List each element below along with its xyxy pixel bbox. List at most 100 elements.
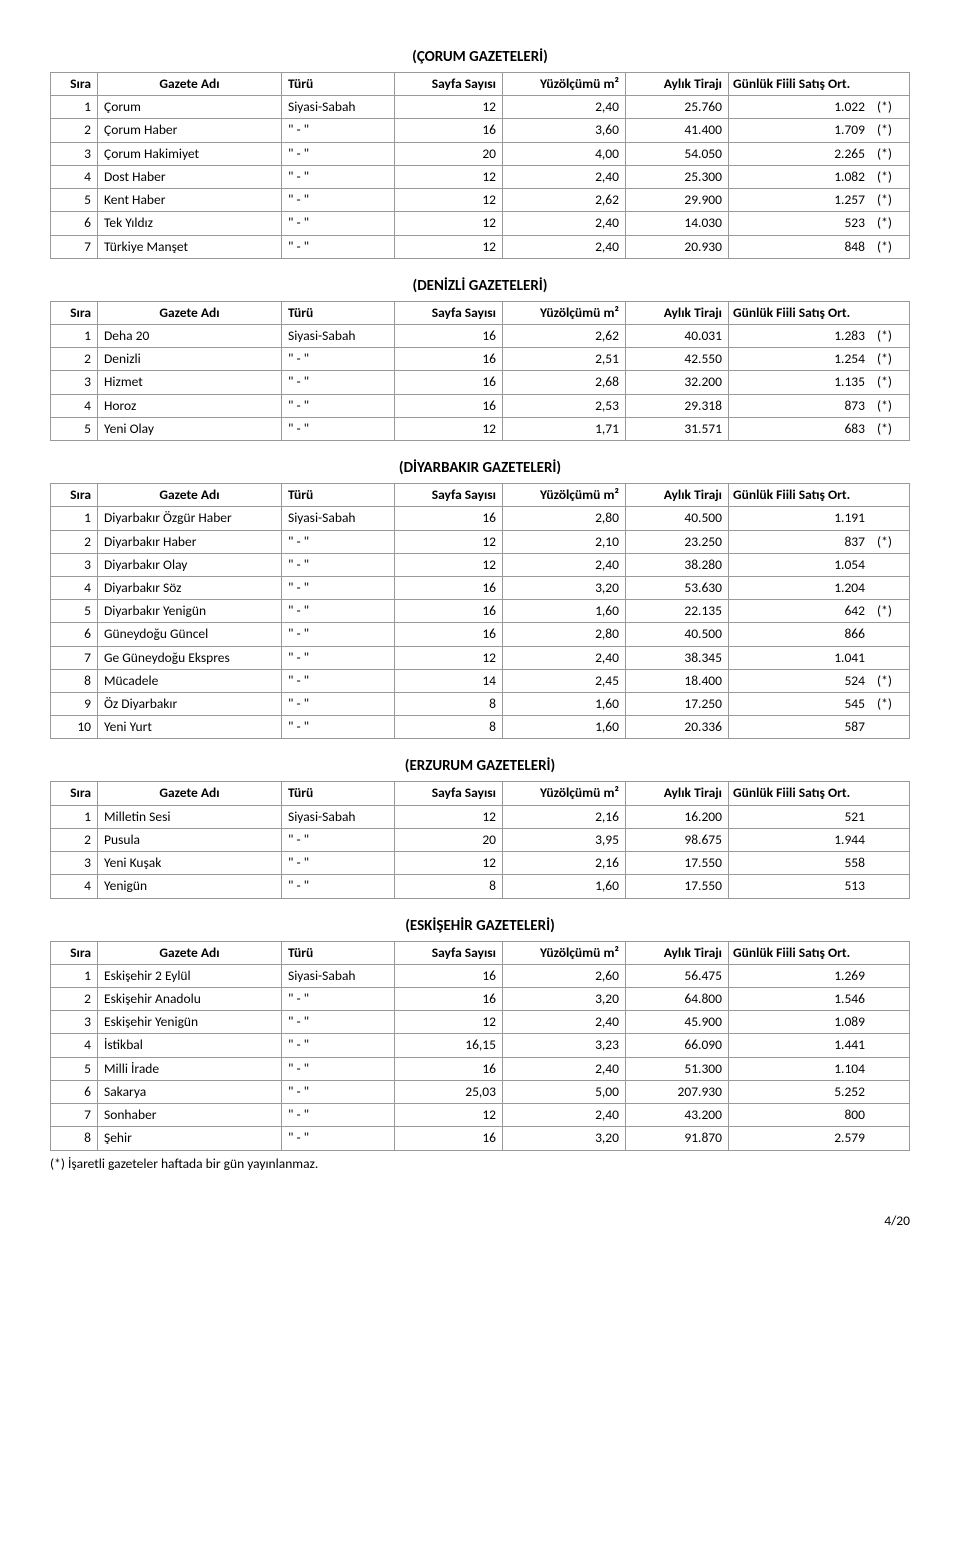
cell-yuz: 5,00: [503, 1080, 626, 1103]
cell-yuz: 2,40: [503, 1057, 626, 1080]
cell-flag: (*): [871, 96, 910, 119]
cell-sira: 3: [51, 142, 98, 165]
cell-ort: 1.104: [729, 1057, 872, 1080]
cell-turu: Siyasi-Sabah: [282, 507, 395, 530]
cell-ort: 1.283: [729, 324, 872, 347]
cell-flag: (*): [871, 235, 910, 258]
cell-tiraj: 41.400: [626, 119, 729, 142]
cell-flag: [871, 1080, 910, 1103]
table-row: 7Sonhaber" - "122,4043.200800: [51, 1104, 910, 1127]
cell-ort: 1.546: [729, 988, 872, 1011]
table-row: 1Deha 20Siyasi-Sabah162,6240.0311.283(*): [51, 324, 910, 347]
cell-name: Tek Yıldız: [98, 212, 282, 235]
cell-sayfa: 8: [395, 693, 503, 716]
col-turu: Türü: [282, 941, 395, 964]
cell-tiraj: 51.300: [626, 1057, 729, 1080]
cell-sayfa: 8: [395, 716, 503, 739]
section-title: (ESKİŞEHİR GAZETELERİ): [50, 917, 910, 935]
cell-tiraj: 16.200: [626, 805, 729, 828]
table-row: 2Eskişehir Anadolu" - "163,2064.8001.546: [51, 988, 910, 1011]
cell-turu: " - ": [282, 189, 395, 212]
cell-name: Güneydoğu Güncel: [98, 623, 282, 646]
col-tiraj: Aylık Tirajı: [626, 484, 729, 507]
table-row: 2Çorum Haber" - "163,6041.4001.709(*): [51, 119, 910, 142]
cell-sayfa: 25,03: [395, 1080, 503, 1103]
cell-sayfa: 20: [395, 828, 503, 851]
cell-ort: 1.254: [729, 348, 872, 371]
col-turu: Türü: [282, 782, 395, 805]
cell-name: Diyarbakır Olay: [98, 553, 282, 576]
table-head: SıraGazete AdıTürüSayfa SayısıYüzölçümü …: [51, 941, 910, 964]
cell-turu: " - ": [282, 646, 395, 669]
cell-tiraj: 22.135: [626, 600, 729, 623]
cell-ort: 642: [729, 600, 872, 623]
section-title: (DENİZLİ GAZETELERİ): [50, 277, 910, 295]
header-row: SıraGazete AdıTürüSayfa SayısıYüzölçümü …: [51, 782, 910, 805]
cell-ort: 1.191: [729, 507, 872, 530]
cell-yuz: 2,40: [503, 1104, 626, 1127]
table-body: 1Milletin SesiSiyasi-Sabah122,1616.20052…: [51, 805, 910, 898]
cell-flag: (*): [871, 417, 910, 440]
cell-tiraj: 40.500: [626, 623, 729, 646]
cell-name: Sakarya: [98, 1080, 282, 1103]
table-row: 6Tek Yıldız" - "122,4014.030523(*): [51, 212, 910, 235]
cell-tiraj: 18.400: [626, 669, 729, 692]
cell-ort: 2.579: [729, 1127, 872, 1150]
cell-sayfa: 16: [395, 988, 503, 1011]
cell-flag: [871, 553, 910, 576]
cell-name: Milletin Sesi: [98, 805, 282, 828]
cell-sayfa: 12: [395, 96, 503, 119]
cell-flag: (*): [871, 324, 910, 347]
col-sira: Sıra: [51, 782, 98, 805]
cell-tiraj: 23.250: [626, 530, 729, 553]
col-tiraj: Aylık Tirajı: [626, 73, 729, 96]
cell-sira: 3: [51, 553, 98, 576]
cell-yuz: 3,20: [503, 988, 626, 1011]
cell-ort: 683: [729, 417, 872, 440]
footnote: (*) İşaretli gazeteler haftada bir gün y…: [50, 1155, 910, 1172]
page-root: (ÇORUM GAZETELERİ)SıraGazete AdıTürüSayf…: [50, 48, 910, 1229]
col-yuz: Yüzölçümü m²: [503, 73, 626, 96]
cell-turu: " - ": [282, 165, 395, 188]
cell-turu: " - ": [282, 693, 395, 716]
col-sayfa: Sayfa Sayısı: [395, 941, 503, 964]
cell-tiraj: 207.930: [626, 1080, 729, 1103]
cell-turu: " - ": [282, 600, 395, 623]
cell-sayfa: 16: [395, 394, 503, 417]
table-row: 6Güneydoğu Güncel" - "162,8040.500866: [51, 623, 910, 646]
cell-name: Horoz: [98, 394, 282, 417]
table-row: 7Türkiye Manşet" - "122,4020.930848(*): [51, 235, 910, 258]
cell-sira: 1: [51, 805, 98, 828]
cell-name: Milli İrade: [98, 1057, 282, 1080]
table-head: SıraGazete AdıTürüSayfa SayısıYüzölçümü …: [51, 301, 910, 324]
cell-turu: " - ": [282, 212, 395, 235]
cell-yuz: 1,71: [503, 417, 626, 440]
cell-tiraj: 32.200: [626, 371, 729, 394]
cell-yuz: 2,40: [503, 165, 626, 188]
col-gazete: Gazete Adı: [98, 73, 282, 96]
cell-flag: (*): [871, 394, 910, 417]
table-row: 10Yeni Yurt" - "81,6020.336587: [51, 716, 910, 739]
cell-turu: " - ": [282, 119, 395, 142]
cell-name: Çorum Hakimiyet: [98, 142, 282, 165]
cell-yuz: 2,53: [503, 394, 626, 417]
cell-turu: " - ": [282, 530, 395, 553]
cell-sayfa: 12: [395, 530, 503, 553]
cell-tiraj: 64.800: [626, 988, 729, 1011]
cell-ort: 587: [729, 716, 872, 739]
col-sira: Sıra: [51, 484, 98, 507]
cell-sira: 4: [51, 165, 98, 188]
table-row: 5Diyarbakır Yenigün" - "161,6022.135642(…: [51, 600, 910, 623]
col-tiraj: Aylık Tirajı: [626, 301, 729, 324]
cell-ort: 1.709: [729, 119, 872, 142]
cell-flag: (*): [871, 600, 910, 623]
cell-ort: 5.252: [729, 1080, 872, 1103]
col-turu: Türü: [282, 484, 395, 507]
cell-sira: 2: [51, 828, 98, 851]
cell-sira: 7: [51, 235, 98, 258]
cell-name: Çorum Haber: [98, 119, 282, 142]
cell-name: Mücadele: [98, 669, 282, 692]
cell-yuz: 1,60: [503, 716, 626, 739]
table-row: 8Mücadele" - "142,4518.400524(*): [51, 669, 910, 692]
col-yuz: Yüzölçümü m²: [503, 484, 626, 507]
